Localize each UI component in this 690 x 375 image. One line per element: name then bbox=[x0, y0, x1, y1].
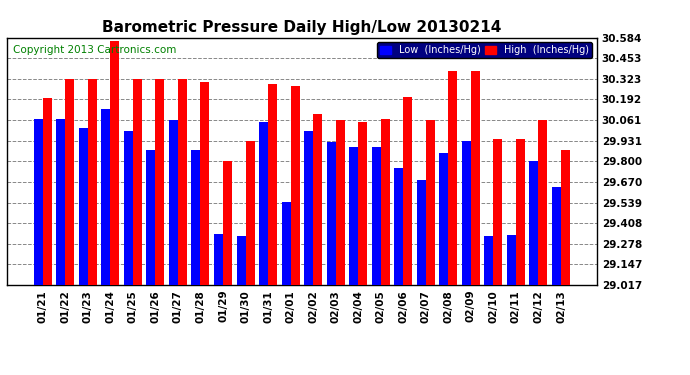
Text: Copyright 2013 Cartronics.com: Copyright 2013 Cartronics.com bbox=[13, 45, 176, 55]
Bar bbox=[326, 142, 335, 285]
Bar bbox=[538, 120, 547, 285]
Bar bbox=[417, 180, 426, 285]
Bar bbox=[191, 150, 201, 285]
Bar bbox=[313, 114, 322, 285]
Bar bbox=[268, 84, 277, 285]
Bar bbox=[335, 120, 345, 285]
Bar bbox=[440, 153, 449, 285]
Bar bbox=[282, 202, 290, 285]
Bar bbox=[169, 120, 178, 285]
Bar bbox=[403, 97, 413, 285]
Bar bbox=[358, 122, 367, 285]
Bar bbox=[471, 71, 480, 285]
Bar bbox=[372, 147, 381, 285]
Bar bbox=[57, 119, 66, 285]
Bar bbox=[493, 139, 502, 285]
Bar bbox=[101, 109, 110, 285]
Bar bbox=[448, 71, 457, 285]
Bar bbox=[146, 150, 155, 285]
Bar bbox=[155, 79, 164, 285]
Bar bbox=[349, 147, 358, 285]
Bar bbox=[304, 131, 313, 285]
Bar bbox=[124, 130, 133, 285]
Bar bbox=[394, 168, 403, 285]
Bar bbox=[290, 86, 299, 285]
Bar bbox=[552, 187, 561, 285]
Bar bbox=[484, 236, 493, 285]
Bar bbox=[426, 120, 435, 285]
Bar bbox=[507, 235, 516, 285]
Bar bbox=[43, 98, 52, 285]
Bar bbox=[223, 161, 232, 285]
Bar bbox=[110, 41, 119, 285]
Bar bbox=[34, 119, 43, 285]
Bar bbox=[79, 129, 88, 285]
Legend: Low  (Inches/Hg), High  (Inches/Hg): Low (Inches/Hg), High (Inches/Hg) bbox=[377, 42, 592, 58]
Bar bbox=[88, 79, 97, 285]
Bar bbox=[201, 82, 210, 285]
Bar bbox=[516, 139, 525, 285]
Bar bbox=[237, 236, 246, 285]
Bar bbox=[246, 141, 255, 285]
Bar bbox=[462, 141, 471, 285]
Bar bbox=[178, 79, 187, 285]
Bar bbox=[66, 79, 75, 285]
Bar bbox=[381, 118, 390, 285]
Bar bbox=[259, 122, 268, 285]
Bar bbox=[133, 79, 142, 285]
Title: Barometric Pressure Daily High/Low 20130214: Barometric Pressure Daily High/Low 20130… bbox=[102, 20, 502, 35]
Bar bbox=[561, 150, 570, 285]
Bar bbox=[214, 234, 223, 285]
Bar bbox=[529, 161, 538, 285]
